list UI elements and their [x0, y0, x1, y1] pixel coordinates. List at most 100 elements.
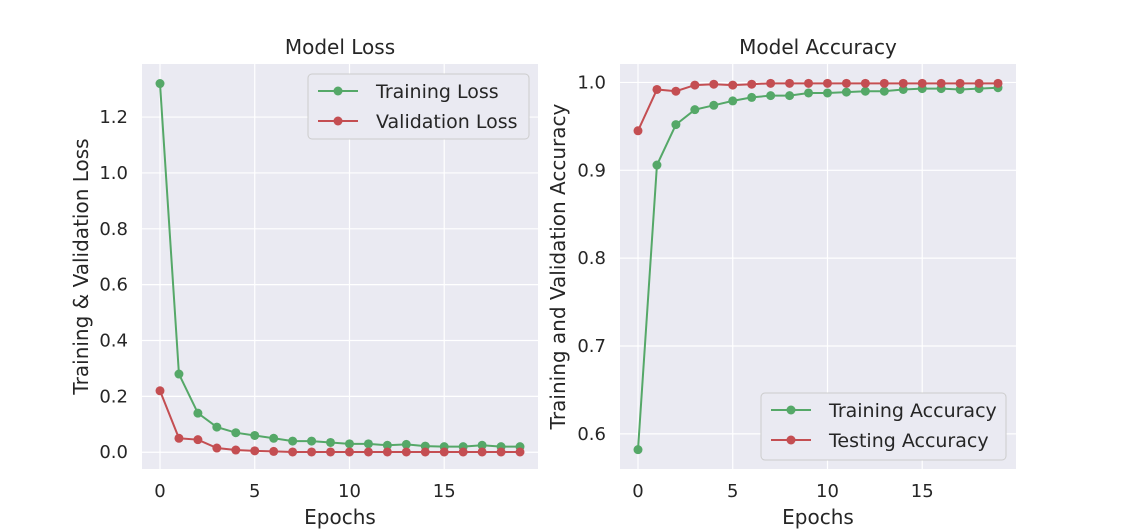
y-tick-label: 0.8 [99, 219, 128, 240]
y-tick-label: 0.8 [577, 248, 606, 269]
data-point [879, 86, 889, 96]
data-point [671, 86, 681, 96]
data-point [269, 446, 279, 456]
data-point [936, 78, 946, 88]
data-point [841, 78, 851, 88]
data-point [250, 430, 260, 440]
chart-title: Model Loss [285, 35, 395, 59]
x-tick-label: 5 [249, 481, 260, 502]
y-tick-label: 0.4 [99, 331, 128, 352]
data-point [955, 84, 965, 94]
data-point [993, 78, 1003, 88]
data-point [747, 79, 757, 89]
data-point [633, 126, 643, 136]
data-point [288, 436, 298, 446]
legend-marker [786, 435, 796, 445]
data-point [193, 435, 203, 445]
data-point [822, 88, 832, 98]
x-tick-label: 10 [338, 481, 361, 502]
data-point [193, 408, 203, 418]
data-point [747, 92, 757, 102]
y-tick-label: 0.9 [577, 160, 606, 181]
y-tick-label: 0.7 [577, 336, 606, 357]
data-point [496, 447, 506, 457]
data-point [212, 443, 222, 453]
x-tick-label: 15 [911, 481, 934, 502]
data-point [231, 428, 241, 438]
x-tick-label: 5 [727, 481, 738, 502]
data-point [841, 87, 851, 97]
data-point [307, 447, 317, 457]
data-point [515, 447, 525, 457]
data-point [898, 84, 908, 94]
y-tick-label: 0.2 [99, 386, 128, 407]
data-point [785, 91, 795, 101]
chart-title: Model Accuracy [739, 35, 897, 59]
data-point [690, 105, 700, 115]
data-point [477, 440, 487, 450]
data-point [231, 445, 241, 455]
y-tick-label: 0.0 [99, 442, 128, 463]
legend-marker [333, 86, 343, 96]
loss-chart-panel: 0 5 10 15 0.0 0.2 0.4 0.6 0.8 1.0 1.2 Model Loss Epo… [69, 35, 538, 529]
data-point [822, 78, 832, 88]
data-point [269, 433, 279, 443]
data-point [766, 91, 776, 101]
data-point [785, 78, 795, 88]
data-point [652, 84, 662, 94]
legend-label: Validation Loss [376, 111, 518, 133]
data-point [709, 79, 719, 89]
y-tick-label: 1.2 [99, 107, 128, 128]
data-point [363, 447, 373, 457]
x-tick-label: 15 [433, 481, 456, 502]
data-point [633, 445, 643, 455]
data-point [326, 447, 336, 457]
data-point [363, 439, 373, 449]
accuracy-chart-panel: 0 5 10 15 0.6 0.7 0.8 0.9 1.0 Model Accuracy Epoch… [546, 35, 1016, 529]
data-point [382, 440, 392, 450]
data-point [344, 439, 354, 449]
data-point [155, 79, 165, 89]
legend-label: Testing Accuracy [828, 430, 989, 452]
data-point [174, 369, 184, 379]
data-point [955, 78, 965, 88]
y-tick-label: 1.0 [99, 163, 128, 184]
legend-label: Training Accuracy [828, 400, 997, 422]
data-point [860, 78, 870, 88]
x-axis-label: Epochs [782, 505, 854, 529]
data-point [401, 439, 411, 449]
data-point [652, 160, 662, 170]
data-point [804, 88, 814, 98]
x-tick-label: 0 [632, 481, 643, 502]
legend-marker [333, 116, 343, 126]
legend-marker [786, 405, 796, 415]
data-point [879, 78, 889, 88]
data-point [401, 447, 411, 457]
legend-label: Training Loss [375, 81, 499, 103]
y-tick-label: 1.0 [577, 72, 606, 93]
data-point [344, 447, 354, 457]
data-point [690, 80, 700, 90]
data-point [917, 78, 927, 88]
x-tick-label: 10 [816, 481, 839, 502]
y-tick-label: 0.6 [99, 275, 128, 296]
y-axis-label: Training & Validation Loss [69, 138, 93, 395]
data-point [212, 422, 222, 432]
data-point [155, 386, 165, 396]
data-point [804, 78, 814, 88]
data-point [458, 447, 468, 457]
data-point [174, 433, 184, 443]
data-point [250, 446, 260, 456]
data-point [439, 447, 449, 457]
x-tick-label: 0 [154, 481, 165, 502]
data-point [326, 437, 336, 447]
data-point [709, 100, 719, 110]
y-axis-label: Training and Validation Accuracy [546, 103, 570, 430]
data-point [728, 96, 738, 106]
data-point [974, 78, 984, 88]
data-point [307, 436, 317, 446]
data-point [766, 78, 776, 88]
data-point [671, 120, 681, 130]
data-point [420, 447, 430, 457]
